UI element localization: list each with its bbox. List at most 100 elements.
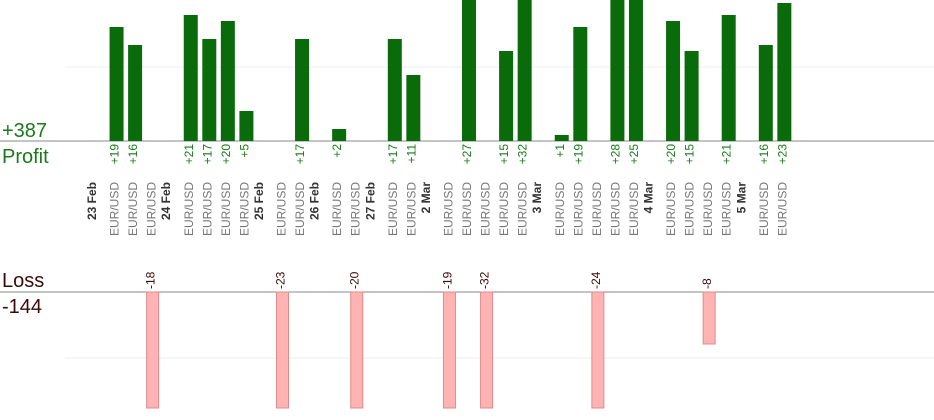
profit-total: +387 [2,120,48,142]
profit-bar [332,129,347,141]
profit-value-label: +16 [126,144,140,165]
pair-label: EUR/USD [200,182,214,236]
pair-label: EUR/USD [701,182,715,236]
pair-label: EUR/USD [108,182,122,236]
profit-value-label: +1 [553,144,567,158]
pair-label: EUR/USD [275,182,289,236]
profit-value-label: +19 [108,144,122,165]
pair-label: EUR/USD [293,182,307,236]
loss-total: -144 [2,296,43,318]
loss-value-label: -24 [589,271,603,289]
profit-bar [406,75,421,141]
profit-value-label: +17 [293,144,307,165]
profit-bar [183,15,198,141]
pair-label: EUR/USD [553,182,567,236]
chart-labels: 23 Feb EUR/USD +19 EUR/USD +16 EUR/USD -18 24 F… [85,144,789,289]
loss-bar [442,291,456,409]
profit-bar [462,0,476,141]
loss-bar [146,291,160,409]
profit-bar [610,0,625,141]
profit-value-label: +23 [775,144,789,165]
profit-bar [554,135,569,141]
pair-label: EUR/USD [479,182,493,236]
loss-value-label: -23 [274,271,288,289]
pair-label: EUR/USD [237,182,251,236]
profit-bar [721,15,736,141]
pair-label: EUR/USD [590,182,604,236]
pair-label: EUR/USD [664,182,678,236]
pair-label: EUR/USD [720,182,734,236]
profit-bar [573,27,588,141]
profit-label: Profit [2,146,49,168]
pair-label: EUR/USD [775,182,789,236]
profit-bar [499,51,514,141]
profit-bar [758,45,773,141]
profit-value-label: +20 [664,144,678,165]
date-label: 2 Mar [419,182,433,214]
profit-bar [295,39,310,141]
profit-value-label: +5 [237,144,251,158]
profit-value-label: +28 [608,144,622,165]
profit-value-label: +15 [497,144,511,165]
loss-value-label: -8 [700,278,714,289]
pair-label: EUR/USD [330,182,344,236]
profit-value-label: +21 [720,144,734,165]
profit-bar [628,0,643,141]
profit-bar [202,39,217,141]
pair-label: EUR/USD [497,182,511,236]
profit-value-label: +25 [627,144,641,165]
date-label: 25 Feb [252,182,266,220]
loss-value-label: -18 [144,271,158,289]
pair-label: EUR/USD [386,182,400,236]
profit-bar [128,45,143,141]
date-label: 23 Feb [85,182,99,220]
date-label: 26 Feb [308,182,322,220]
profit-value-label: +21 [182,144,196,165]
loss-bar [591,291,605,409]
pair-label: EUR/USD [404,182,418,236]
date-label: 27 Feb [363,182,377,220]
profit-value-label: +19 [571,144,585,165]
loss-bar [350,291,364,409]
profit-bar [517,0,532,141]
profit-value-label: +15 [683,144,697,165]
profit-bar [239,111,254,141]
loss-value-label: -19 [440,271,454,289]
pair-label: EUR/USD [627,182,641,236]
pair-label: EUR/USD [126,182,140,236]
profit-bar [387,39,402,141]
profit-value-label: +32 [516,144,530,165]
profit-bar [684,51,699,141]
date-label: 5 Mar [734,182,748,214]
profit-bar [109,27,124,141]
chart-bars [109,0,792,409]
profit-bar [777,3,792,141]
pair-label: EUR/USD [460,182,474,236]
pair-label: EUR/USD [182,182,196,236]
profit-value-label: +20 [219,144,233,165]
loss-bar [276,291,289,409]
pair-label: EUR/USD [757,182,771,236]
pair-label: EUR/USD [608,182,622,236]
date-label: 24 Feb [159,182,173,220]
profit-value-label: +2 [330,144,344,158]
loss-bar [480,291,494,409]
date-label: 3 Mar [530,182,544,214]
loss-label: Loss [2,270,45,292]
pair-label: EUR/USD [516,182,530,236]
pair-label: EUR/USD [441,182,455,236]
loss-value-label: -20 [348,271,362,289]
profit-bar [220,21,235,141]
profit-value-label: +17 [200,144,214,165]
loss-value-label: -32 [478,271,492,289]
profit-bar [666,21,681,141]
profit-value-label: +17 [386,144,400,165]
pair-label: EUR/USD [219,182,233,236]
loss-bar [702,291,716,345]
pair-label: EUR/USD [683,182,697,236]
pair-label: EUR/USD [349,182,363,236]
date-label: 4 Mar [642,182,656,214]
profit-value-label: +16 [757,144,771,165]
pair-label: EUR/USD [571,182,585,236]
